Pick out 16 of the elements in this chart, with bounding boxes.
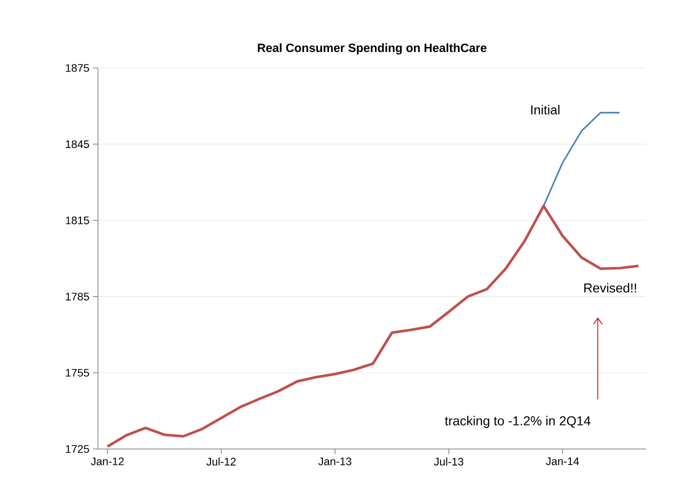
y-tick-label: 1815 [66, 216, 90, 224]
y-tick-label: 1845 [66, 140, 90, 148]
annotation: tracking to -1.2% in 2Q14 [444, 416, 590, 428]
line-series [106, 204, 640, 448]
y-tick-label: 1755 [66, 368, 90, 377]
series-label: Revised!! [584, 283, 636, 293]
x-tick-label: Jan-13 [318, 458, 352, 466]
chart-title: Real Consumer Spending on HealthCare [258, 43, 487, 54]
x-tick-label: Jan-12 [90, 458, 124, 466]
y-tick-label: 1785 [66, 292, 90, 300]
text: Initial [531, 104, 560, 114]
x-tick-label: Jul-12 [206, 458, 236, 466]
y-tick-label: 1875 [66, 64, 90, 72]
x-tick-label: Jan-14 [546, 458, 579, 466]
y-tick-label: 1725 [66, 445, 90, 453]
x-tick-label: Jul-13 [434, 458, 464, 466]
